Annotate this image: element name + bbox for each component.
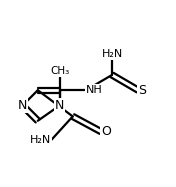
Text: N: N <box>18 99 27 112</box>
Text: N: N <box>55 99 64 112</box>
Text: O: O <box>101 125 111 138</box>
Text: H₂N: H₂N <box>101 49 123 59</box>
Text: S: S <box>138 84 146 97</box>
Text: NH: NH <box>86 85 103 95</box>
Text: H₂N: H₂N <box>30 135 51 145</box>
Text: CH₃: CH₃ <box>50 66 69 76</box>
